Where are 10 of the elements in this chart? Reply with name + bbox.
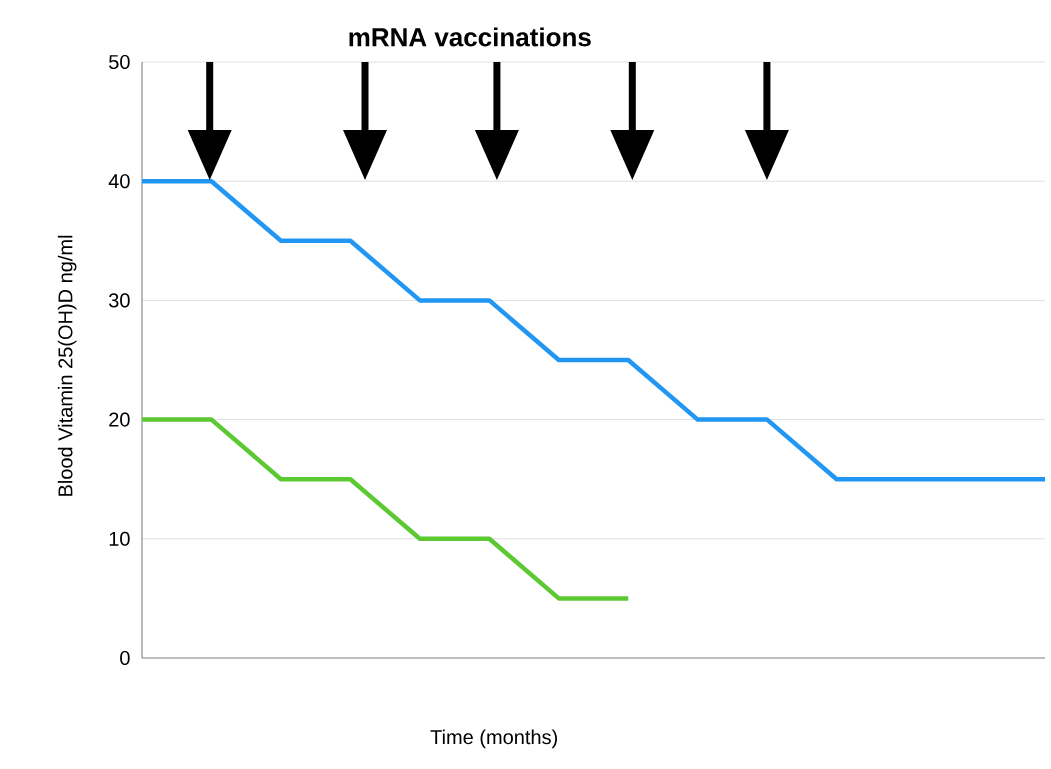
y-tick-label: 30: [108, 293, 130, 308]
line-series: [139, 417, 631, 601]
y-tick-label: 10: [109, 531, 130, 546]
y-tick-label: 0: [120, 650, 130, 666]
y-axis-title: Blood Vitamin 25(OH)D ng/ml: [57, 235, 77, 496]
y-tick-label: 20: [109, 412, 130, 427]
chart-title: mRNA vaccinations: [349, 27, 591, 47]
x-axis-title: Time (months): [430, 729, 557, 749]
y-tick-label: 40: [108, 174, 130, 189]
y-tick-label: 50: [109, 54, 130, 70]
